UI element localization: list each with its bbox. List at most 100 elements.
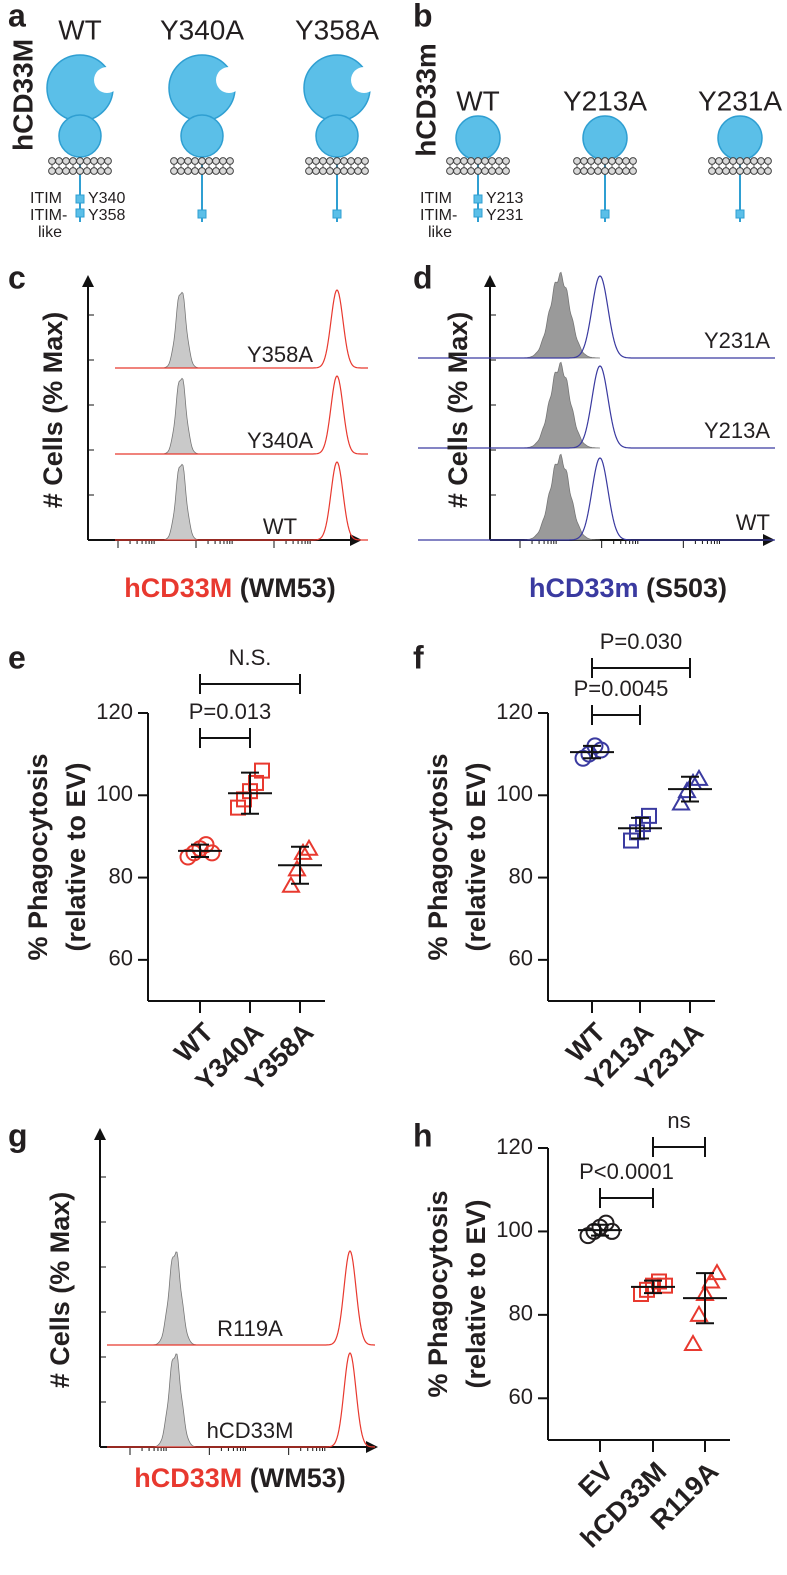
lipid-head	[722, 157, 730, 165]
y-axis-label: % Phagocytosis	[423, 1190, 453, 1397]
lipid-head	[326, 167, 334, 175]
stain-histogram	[107, 1352, 375, 1448]
membrane	[446, 157, 510, 175]
variant-label: Y358A	[295, 14, 379, 45]
label-space	[232, 573, 240, 603]
lipid-head	[467, 167, 475, 175]
binding-notch	[94, 67, 120, 93]
lipid-head	[177, 167, 185, 175]
panel-letter: c	[8, 259, 26, 295]
binding-notch	[216, 67, 242, 93]
control-histogram	[150, 1353, 200, 1448]
lipid-head	[722, 167, 730, 175]
data-point	[641, 807, 657, 824]
lipid-head	[184, 157, 192, 165]
tyrosine-motif	[75, 194, 85, 204]
control-histogram	[520, 453, 600, 541]
error-bar	[696, 1272, 714, 1325]
membrane	[48, 157, 112, 175]
site-label: Y231	[486, 207, 523, 224]
lipid-head	[219, 157, 227, 165]
panel-letter: f	[413, 639, 424, 675]
lipid-head	[736, 157, 744, 165]
error-bar	[644, 1279, 662, 1295]
lipid-head	[453, 157, 461, 165]
lipid-head	[62, 157, 70, 165]
lipid-head	[608, 157, 616, 165]
data-point	[254, 762, 270, 779]
y-tick-label: 120	[96, 699, 133, 724]
variant-label: Y231A	[698, 85, 782, 116]
track-label: WT	[736, 510, 770, 535]
control-histogram	[520, 361, 600, 449]
lipid-head	[83, 167, 91, 175]
data-point	[657, 1277, 673, 1294]
lipid-head	[340, 167, 348, 175]
y-tick-label: 80	[109, 863, 133, 888]
site-label: Y340	[88, 190, 125, 207]
stain-histogram	[418, 457, 775, 541]
tyrosine-motif	[600, 209, 610, 219]
tyrosine-motif	[197, 209, 207, 219]
x-axis-label: hCD33m (S503)	[529, 573, 727, 603]
x-axis-label-part: hCD33m	[529, 573, 639, 603]
lipid-head	[708, 167, 716, 175]
track-label: Y213A	[704, 418, 770, 443]
lipid-head	[191, 167, 199, 175]
site-label: Y358	[88, 207, 125, 224]
lipid-head	[69, 157, 77, 165]
lipid-head	[198, 157, 206, 165]
lipid-head	[629, 157, 637, 165]
motif-label: ITIM	[30, 190, 62, 207]
lipid-head	[580, 167, 588, 175]
lipid-head	[729, 157, 737, 165]
lipid-head	[361, 167, 369, 175]
lipid-head	[97, 157, 105, 165]
lipid-head	[495, 167, 503, 175]
lipid-head	[715, 167, 723, 175]
data-point	[701, 1271, 721, 1289]
lipid-head	[191, 157, 199, 165]
lipid-head	[347, 157, 355, 165]
lipid-head	[184, 167, 192, 175]
significance-label: P=0.030	[600, 629, 683, 654]
lipid-head	[481, 157, 489, 165]
lipid-head	[312, 167, 320, 175]
lipid-head	[764, 157, 772, 165]
y-tick-label: 100	[496, 781, 533, 806]
lipid-head	[90, 157, 98, 165]
lipid-head	[594, 157, 602, 165]
membrane	[573, 157, 637, 175]
data-point	[683, 1334, 703, 1352]
panel-letter: e	[8, 639, 26, 675]
lipid-head	[104, 157, 112, 165]
lipid-head	[573, 157, 581, 165]
data-point	[671, 793, 691, 811]
lipid-head	[48, 167, 56, 175]
data-point	[281, 875, 301, 893]
lipid-head	[170, 157, 178, 165]
lipid-head	[205, 167, 213, 175]
axis-arrow	[82, 275, 94, 287]
lipid-head	[467, 157, 475, 165]
variant-label: Y213A	[563, 85, 647, 116]
c2-domain	[315, 114, 359, 158]
y-tick-label: 120	[496, 1134, 533, 1159]
stain-histogram	[418, 365, 775, 449]
track-label: Y231A	[704, 328, 770, 353]
variant-label: Y340A	[160, 14, 244, 45]
lipid-head	[48, 157, 56, 165]
lipid-head	[460, 157, 468, 165]
y-tick-label: 80	[509, 863, 533, 888]
axis-arrow	[484, 275, 496, 287]
tyrosine-motif	[332, 209, 342, 219]
lipid-head	[474, 167, 482, 175]
lipid-head	[55, 157, 63, 165]
lipid-head	[97, 167, 105, 175]
lipid-head	[177, 157, 185, 165]
site-label: Y213	[486, 190, 523, 207]
control-histogram	[160, 291, 202, 369]
stain-histogram	[107, 1250, 375, 1346]
lipid-head	[340, 157, 348, 165]
tyrosine-motif	[735, 209, 745, 219]
